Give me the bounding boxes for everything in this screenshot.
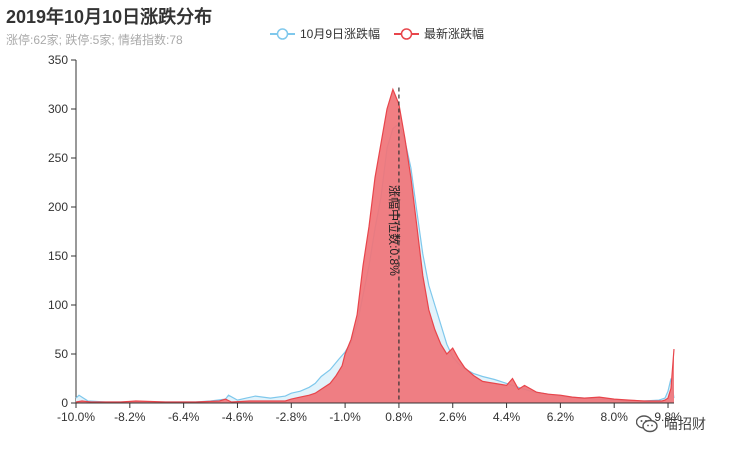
legend-swatch-latest-icon: [394, 27, 420, 40]
legend-label-prev: 10月9日涨跌幅: [300, 27, 381, 41]
y-tick-label: 250: [48, 151, 68, 165]
legend-item-prev[interactable]: 10月9日涨跌幅: [270, 25, 380, 42]
x-tick-label: 0.8%: [385, 410, 413, 424]
series-area-latest: [76, 89, 674, 404]
y-tick-label: 50: [55, 347, 69, 361]
median-label: 涨幅中位数:0.8%: [387, 185, 402, 276]
y-tick-label: 100: [48, 298, 68, 312]
legend: 10月9日涨跌幅 最新涨跌幅: [270, 25, 484, 42]
x-tick-label: 6.2%: [547, 410, 575, 424]
x-tick-label: -4.6%: [222, 410, 254, 424]
x-tick-label: -10.0%: [57, 410, 95, 424]
y-tick-label: 350: [48, 53, 68, 67]
y-tick-label: 150: [48, 249, 68, 263]
series-line-latest: [75, 87, 675, 403]
y-tick-label: 200: [48, 200, 68, 214]
legend-swatch-prev-icon: [270, 27, 295, 40]
x-tick-label: 8.0%: [601, 410, 629, 424]
legend-item-latest[interactable]: 最新涨跌幅: [394, 25, 484, 42]
x-tick-label: -8.2%: [114, 410, 146, 424]
x-tick-label: 2.6%: [439, 410, 467, 424]
x-tick-label: 9.8%: [654, 410, 682, 424]
legend-label-latest: 最新涨跌幅: [424, 27, 485, 41]
y-tick-label: 300: [48, 102, 68, 116]
x-tick-label: -1.0%: [329, 410, 361, 424]
watermark-text: 喵招财: [664, 416, 706, 432]
chart-title: 2019年10月10日涨跌分布: [6, 7, 213, 27]
x-tick-label: 4.4%: [493, 410, 521, 424]
x-tick-label: -6.4%: [168, 410, 200, 424]
chart-subtitle: 涨停:62家; 跌停:5家; 情绪指数:78: [6, 33, 183, 47]
x-tick-label: -2.8%: [276, 410, 308, 424]
wechat-logo-icon: [636, 415, 658, 433]
watermark: 喵招财: [636, 414, 706, 434]
y-tick-label: 0: [61, 396, 68, 410]
